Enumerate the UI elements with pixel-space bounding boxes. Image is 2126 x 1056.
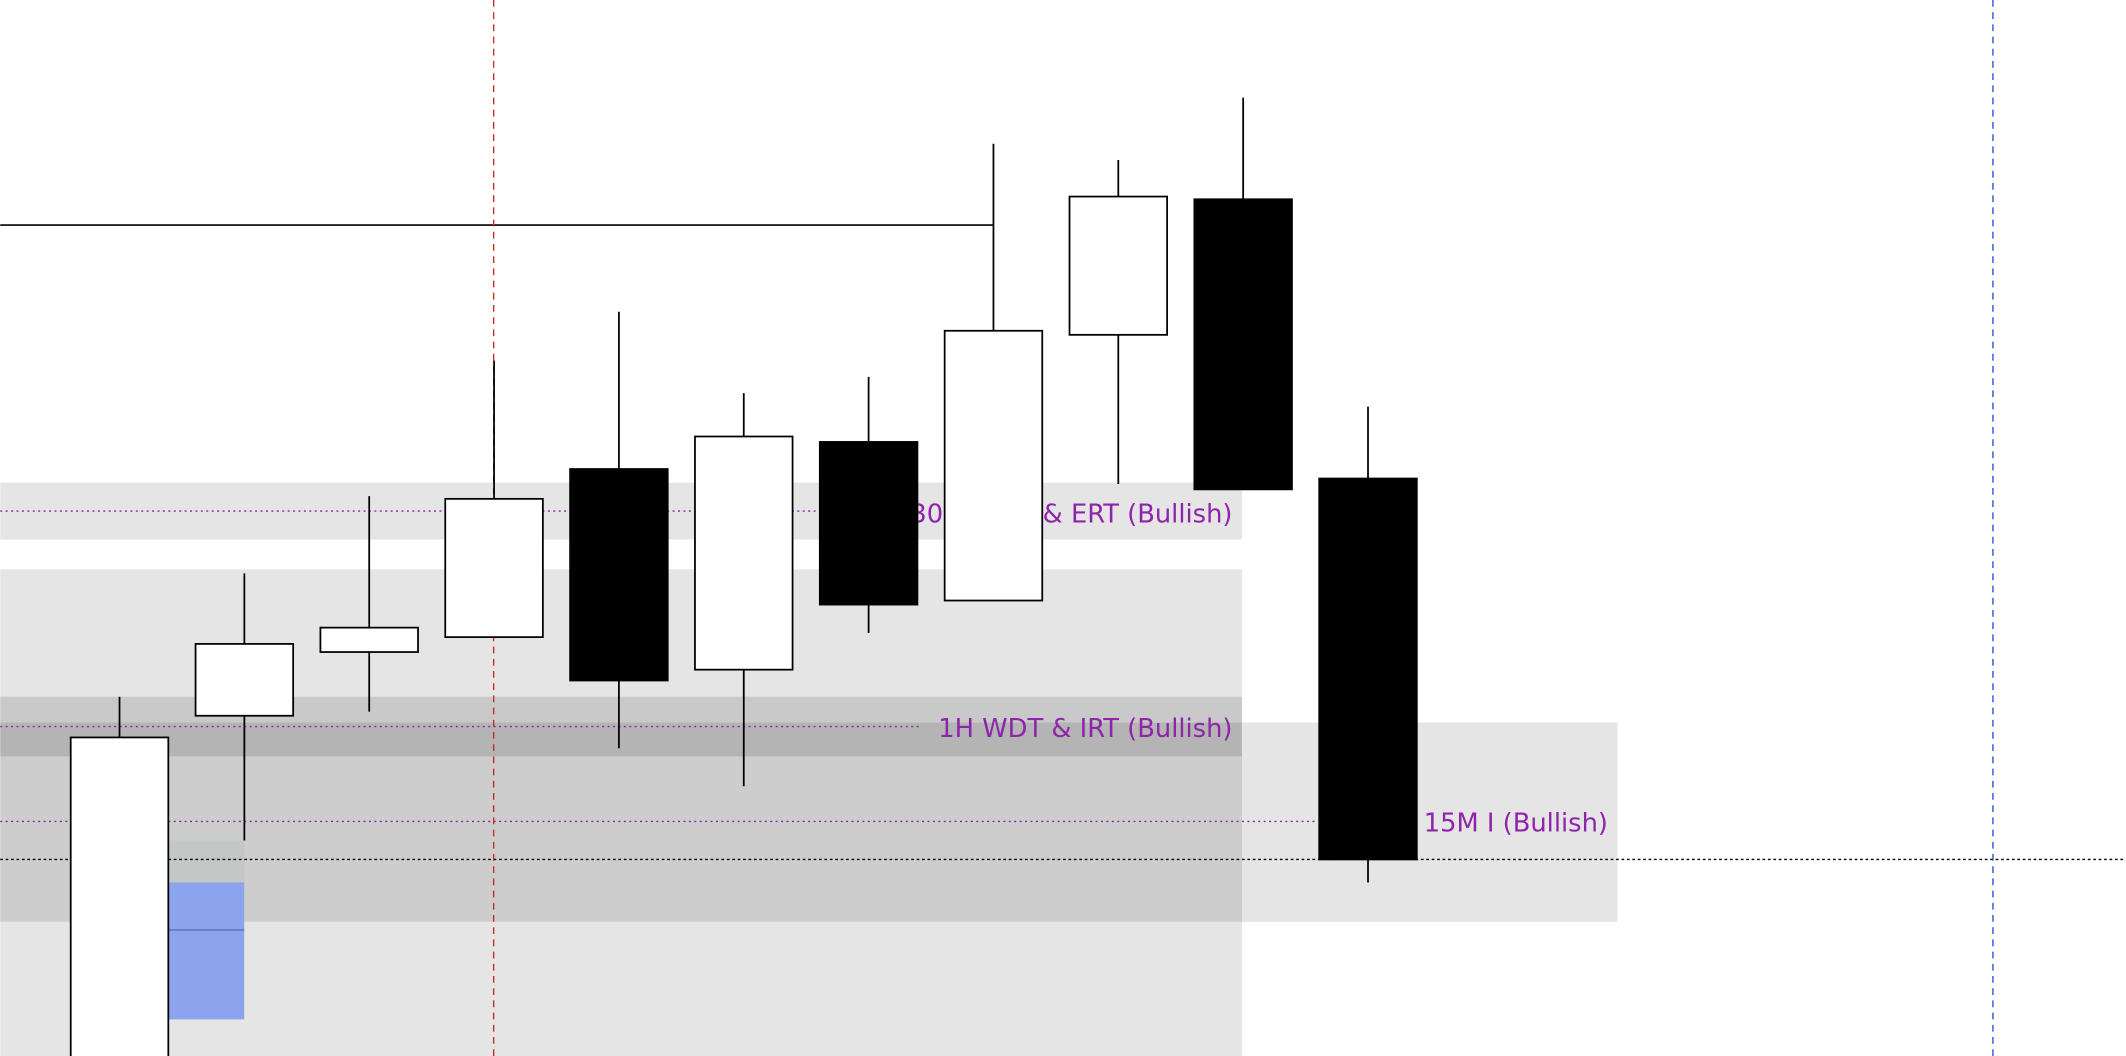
- candle-body: [694, 435, 794, 671]
- candle-body: [569, 468, 669, 682]
- candle-body: [444, 497, 544, 639]
- annotation: 15M I (Bullish): [1424, 809, 1608, 839]
- candle-body: [818, 441, 919, 606]
- candle-body: [943, 329, 1044, 602]
- annotation: 1H WDT & IRT (Bullish): [938, 714, 1232, 744]
- candle-body: [319, 626, 419, 653]
- candle-body: [1068, 195, 1168, 336]
- candle-body: [194, 643, 295, 717]
- candle-body: [1193, 198, 1293, 491]
- candle-body: [69, 736, 170, 1056]
- candle-body: [1318, 477, 1418, 861]
